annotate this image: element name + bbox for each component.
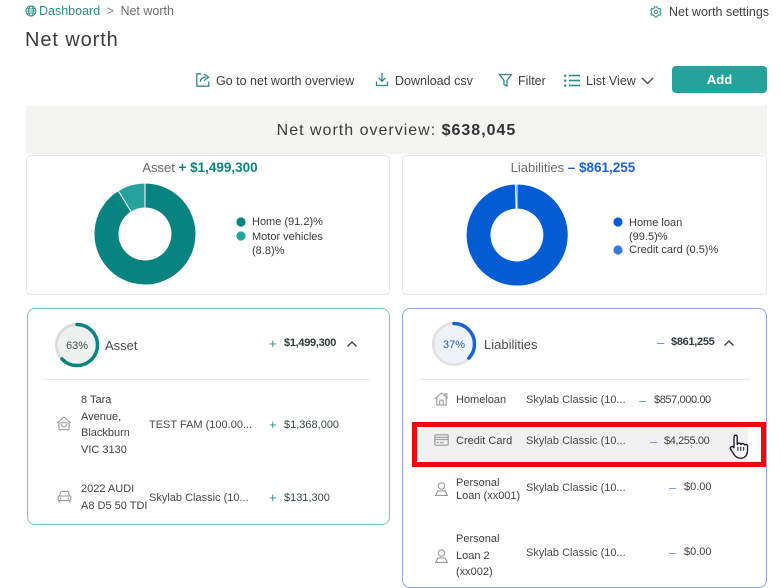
svg-text:63%: 63% — [66, 340, 88, 352]
svg-text:37%: 37% — [443, 339, 465, 351]
